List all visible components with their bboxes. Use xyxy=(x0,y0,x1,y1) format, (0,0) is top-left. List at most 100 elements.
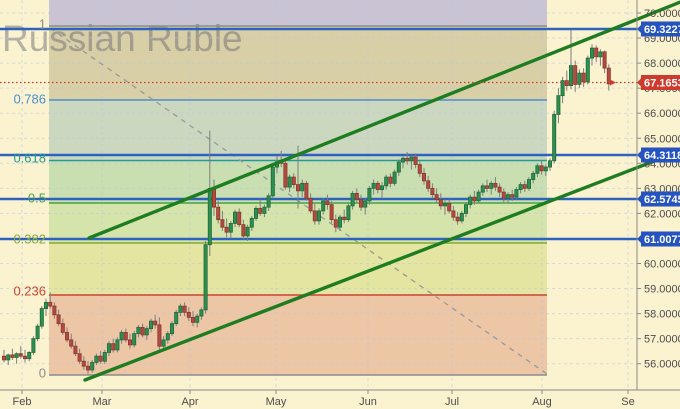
candle[interactable] xyxy=(48,301,53,307)
fib-label-0.5[interactable]: 0.5 xyxy=(28,191,46,206)
candle[interactable] xyxy=(308,197,313,212)
candle[interactable] xyxy=(430,187,435,196)
candle[interactable] xyxy=(169,323,174,335)
candle[interactable] xyxy=(174,311,179,325)
candle[interactable] xyxy=(127,339,132,346)
candle[interactable] xyxy=(581,72,586,83)
candle[interactable] xyxy=(350,192,355,207)
candle[interactable] xyxy=(56,314,61,325)
candle[interactable] xyxy=(27,352,32,360)
candle[interactable] xyxy=(405,157,410,162)
candle[interactable] xyxy=(132,333,137,346)
channel-upper[interactable] xyxy=(87,0,680,240)
candle[interactable] xyxy=(262,206,267,214)
candle[interactable] xyxy=(144,328,149,336)
candle[interactable] xyxy=(585,57,590,83)
candle[interactable] xyxy=(493,182,498,188)
price-axis-label[interactable]: 59.0000 xyxy=(644,284,680,296)
candle[interactable] xyxy=(501,191,506,199)
time-axis-label-May[interactable]: May xyxy=(266,396,287,408)
candle[interactable] xyxy=(447,202,452,212)
price-axis-label[interactable]: 66.0000 xyxy=(644,108,680,120)
candle[interactable] xyxy=(552,114,557,162)
candle[interactable] xyxy=(375,182,380,191)
candle[interactable] xyxy=(6,354,11,361)
candle[interactable] xyxy=(384,176,389,187)
candle[interactable] xyxy=(472,196,477,202)
candle[interactable] xyxy=(421,172,426,182)
candle[interactable] xyxy=(455,216,460,222)
candle[interactable] xyxy=(115,339,120,351)
candle[interactable] xyxy=(598,51,603,58)
candle[interactable] xyxy=(228,223,233,233)
candle[interactable] xyxy=(388,176,393,184)
candle[interactable] xyxy=(518,184,523,191)
time-axis-label-Aug[interactable]: Aug xyxy=(532,396,552,408)
candle[interactable] xyxy=(232,211,237,224)
candle[interactable] xyxy=(249,218,254,228)
candle[interactable] xyxy=(543,166,548,172)
fib-label-0[interactable]: 0 xyxy=(39,366,46,381)
channel-lower[interactable] xyxy=(83,149,680,382)
candle[interactable] xyxy=(253,207,258,219)
candle[interactable] xyxy=(560,80,565,97)
candle[interactable] xyxy=(480,185,485,193)
candle[interactable] xyxy=(354,192,359,201)
candle[interactable] xyxy=(514,189,519,198)
candle[interactable] xyxy=(522,184,527,189)
candle[interactable] xyxy=(531,172,536,180)
candle[interactable] xyxy=(10,354,15,358)
candle[interactable] xyxy=(81,360,86,367)
candle[interactable] xyxy=(316,210,321,222)
candle[interactable] xyxy=(90,362,95,371)
candle[interactable] xyxy=(283,162,288,188)
price-axis-label[interactable]: 68.0000 xyxy=(644,58,680,70)
candle[interactable] xyxy=(102,352,107,362)
candle[interactable] xyxy=(178,305,183,313)
candle[interactable] xyxy=(527,179,532,189)
candle[interactable] xyxy=(190,316,195,323)
candle[interactable] xyxy=(325,200,330,206)
candle[interactable] xyxy=(602,51,607,69)
candle[interactable] xyxy=(182,305,187,313)
candle[interactable] xyxy=(18,353,23,357)
candle[interactable] xyxy=(442,202,447,207)
candle[interactable] xyxy=(22,355,27,360)
candle[interactable] xyxy=(438,199,443,207)
candle[interactable] xyxy=(148,320,153,330)
candle[interactable] xyxy=(224,226,229,233)
candle[interactable] xyxy=(573,65,578,85)
price-axis-label[interactable]: 58.0000 xyxy=(644,309,680,321)
fib-label-0.236[interactable]: 0.236 xyxy=(13,284,46,299)
candle[interactable] xyxy=(577,72,582,85)
candle[interactable] xyxy=(396,161,401,173)
candle[interactable] xyxy=(86,365,91,371)
candle[interactable] xyxy=(266,195,271,208)
candle[interactable] xyxy=(392,171,397,184)
candle[interactable] xyxy=(413,156,418,165)
candle[interactable] xyxy=(426,180,431,189)
candle[interactable] xyxy=(548,160,553,168)
candle[interactable] xyxy=(136,326,141,335)
candle[interactable] xyxy=(569,65,574,87)
candle[interactable] xyxy=(245,226,250,237)
candle[interactable] xyxy=(556,95,561,115)
candle[interactable] xyxy=(342,216,347,221)
candle[interactable] xyxy=(140,326,145,336)
candle[interactable] xyxy=(489,182,494,189)
candle[interactable] xyxy=(312,210,317,222)
candle[interactable] xyxy=(321,200,326,212)
candle[interactable] xyxy=(207,187,212,246)
candle[interactable] xyxy=(497,186,502,193)
candle[interactable] xyxy=(295,184,300,192)
candle[interactable] xyxy=(39,308,44,327)
candle[interactable] xyxy=(195,315,200,323)
candle[interactable] xyxy=(241,224,246,237)
candle[interactable] xyxy=(463,204,468,214)
candle[interactable] xyxy=(505,194,510,199)
candle[interactable] xyxy=(211,187,216,208)
candle[interactable] xyxy=(468,196,473,206)
candle[interactable] xyxy=(258,207,263,214)
candle[interactable] xyxy=(119,331,124,341)
